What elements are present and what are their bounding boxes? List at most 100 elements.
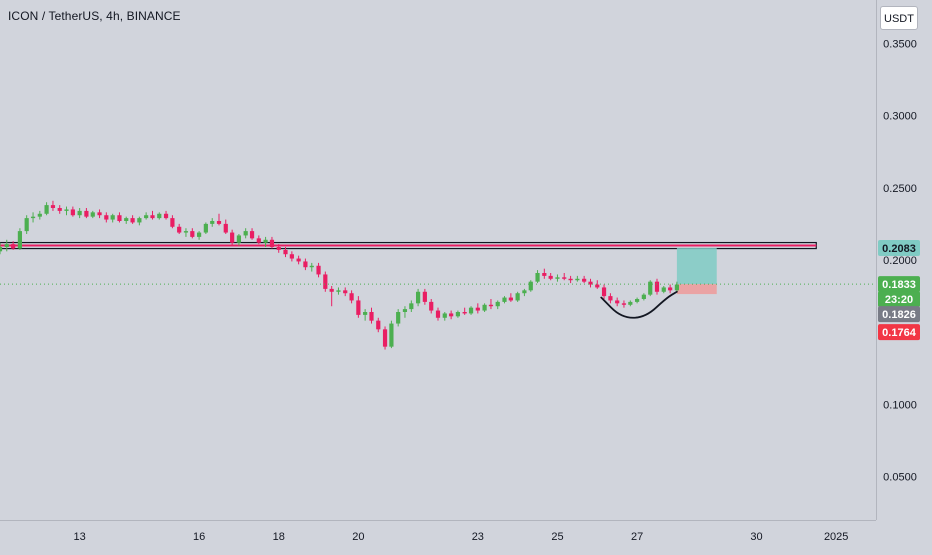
candle-body	[4, 244, 9, 247]
candle-body	[468, 307, 474, 314]
target-zone[interactable]	[676, 248, 717, 285]
candle-body	[661, 287, 666, 292]
candle-body	[415, 291, 421, 304]
candle-body	[508, 297, 513, 301]
countdown-badge-bg	[878, 291, 920, 308]
candle-body	[668, 287, 673, 291]
candle-body	[495, 301, 500, 307]
candle-body	[422, 291, 427, 302]
candle-body	[309, 265, 314, 268]
candle-body	[369, 312, 374, 321]
candle-body	[402, 309, 408, 312]
x-tick-label: 23	[472, 531, 484, 543]
candle-body	[223, 223, 228, 233]
candle-body	[263, 239, 268, 243]
candle-body	[442, 313, 447, 318]
target-price-badge: 0.2083	[882, 243, 916, 255]
candle-body	[376, 320, 381, 330]
candle-body	[144, 215, 149, 219]
candle-body	[269, 239, 275, 247]
price-axis[interactable]	[876, 0, 932, 520]
candle-body	[183, 231, 189, 233]
candle-body	[482, 304, 487, 311]
x-tick-label: 13	[74, 531, 86, 543]
candle-body	[336, 290, 341, 292]
candle-body	[296, 258, 301, 262]
candle-body	[104, 215, 109, 220]
candle-body	[621, 303, 627, 305]
x-tick-label: 25	[551, 531, 563, 543]
candle-body	[455, 312, 461, 317]
candle-body	[349, 293, 354, 301]
x-tick-label: 27	[631, 531, 643, 543]
candle-body	[363, 312, 368, 315]
candle-body	[674, 284, 680, 291]
stop-price-badge: 0.1764	[882, 327, 917, 339]
candle-body	[462, 312, 467, 314]
candle-body	[615, 300, 620, 304]
candle-body	[303, 261, 308, 268]
candle-body	[210, 221, 215, 224]
candle-body	[475, 307, 480, 311]
time-axis[interactable]	[0, 520, 876, 551]
candle-body	[542, 273, 547, 276]
candle-body	[608, 296, 613, 301]
y-tick-label: 0.0500	[883, 472, 917, 484]
candle-body	[177, 226, 182, 233]
candle-body	[289, 254, 294, 259]
candle-body	[170, 218, 175, 227]
currency-button[interactable]: USDT	[880, 6, 918, 30]
candle-body	[243, 231, 248, 236]
candle-body	[24, 218, 29, 232]
candle-body	[190, 231, 195, 237]
x-tick-label: 30	[750, 531, 762, 543]
candle-body	[382, 329, 388, 347]
countdown-badge: 23:20	[885, 294, 913, 306]
candle-body	[163, 213, 169, 219]
candle-body	[528, 281, 533, 291]
candle-body	[137, 218, 142, 223]
candle-body	[488, 304, 494, 307]
symbol-title[interactable]: ICON / TetherUS, 4h, BINANCE	[8, 9, 181, 23]
candle-body	[124, 218, 129, 221]
candle-body	[236, 235, 242, 243]
candle-body	[57, 208, 62, 211]
candle-body	[37, 213, 42, 217]
candle-body	[283, 249, 288, 255]
candle-body	[196, 232, 202, 237]
candle-body	[316, 265, 321, 275]
candle-body	[50, 205, 56, 208]
candle-body	[203, 223, 208, 233]
candle-body	[77, 210, 82, 216]
y-tick-label: 0.3500	[883, 38, 917, 50]
candle-body	[522, 290, 527, 294]
candle-body	[568, 278, 573, 281]
candle-body	[249, 231, 255, 239]
stop-zone[interactable]	[676, 284, 717, 295]
target-price-badge-bg	[878, 240, 920, 257]
candle-body	[396, 312, 401, 324]
prev-close-badge: 0.1826	[882, 309, 916, 321]
candle-body	[256, 238, 261, 243]
candle-body	[555, 277, 560, 279]
candle-body	[64, 209, 69, 211]
candle-body	[562, 277, 567, 279]
rounded-bottom-curve[interactable]	[600, 290, 678, 319]
y-tick-label: 0.1000	[883, 399, 917, 411]
candle-body	[601, 287, 607, 297]
x-tick-label: 16	[193, 531, 205, 543]
y-tick-label: 0.3000	[883, 111, 917, 123]
candle-body	[90, 212, 95, 217]
candle-body	[595, 284, 600, 288]
candle-body	[641, 294, 646, 299]
candle-body	[429, 301, 434, 311]
candle-body	[343, 290, 348, 294]
x-tick-label: 20	[352, 531, 364, 543]
candle-body	[435, 310, 441, 318]
candle-body	[634, 299, 640, 302]
candle-body	[97, 212, 102, 216]
candle-body	[502, 297, 507, 302]
candle-body	[117, 215, 122, 221]
